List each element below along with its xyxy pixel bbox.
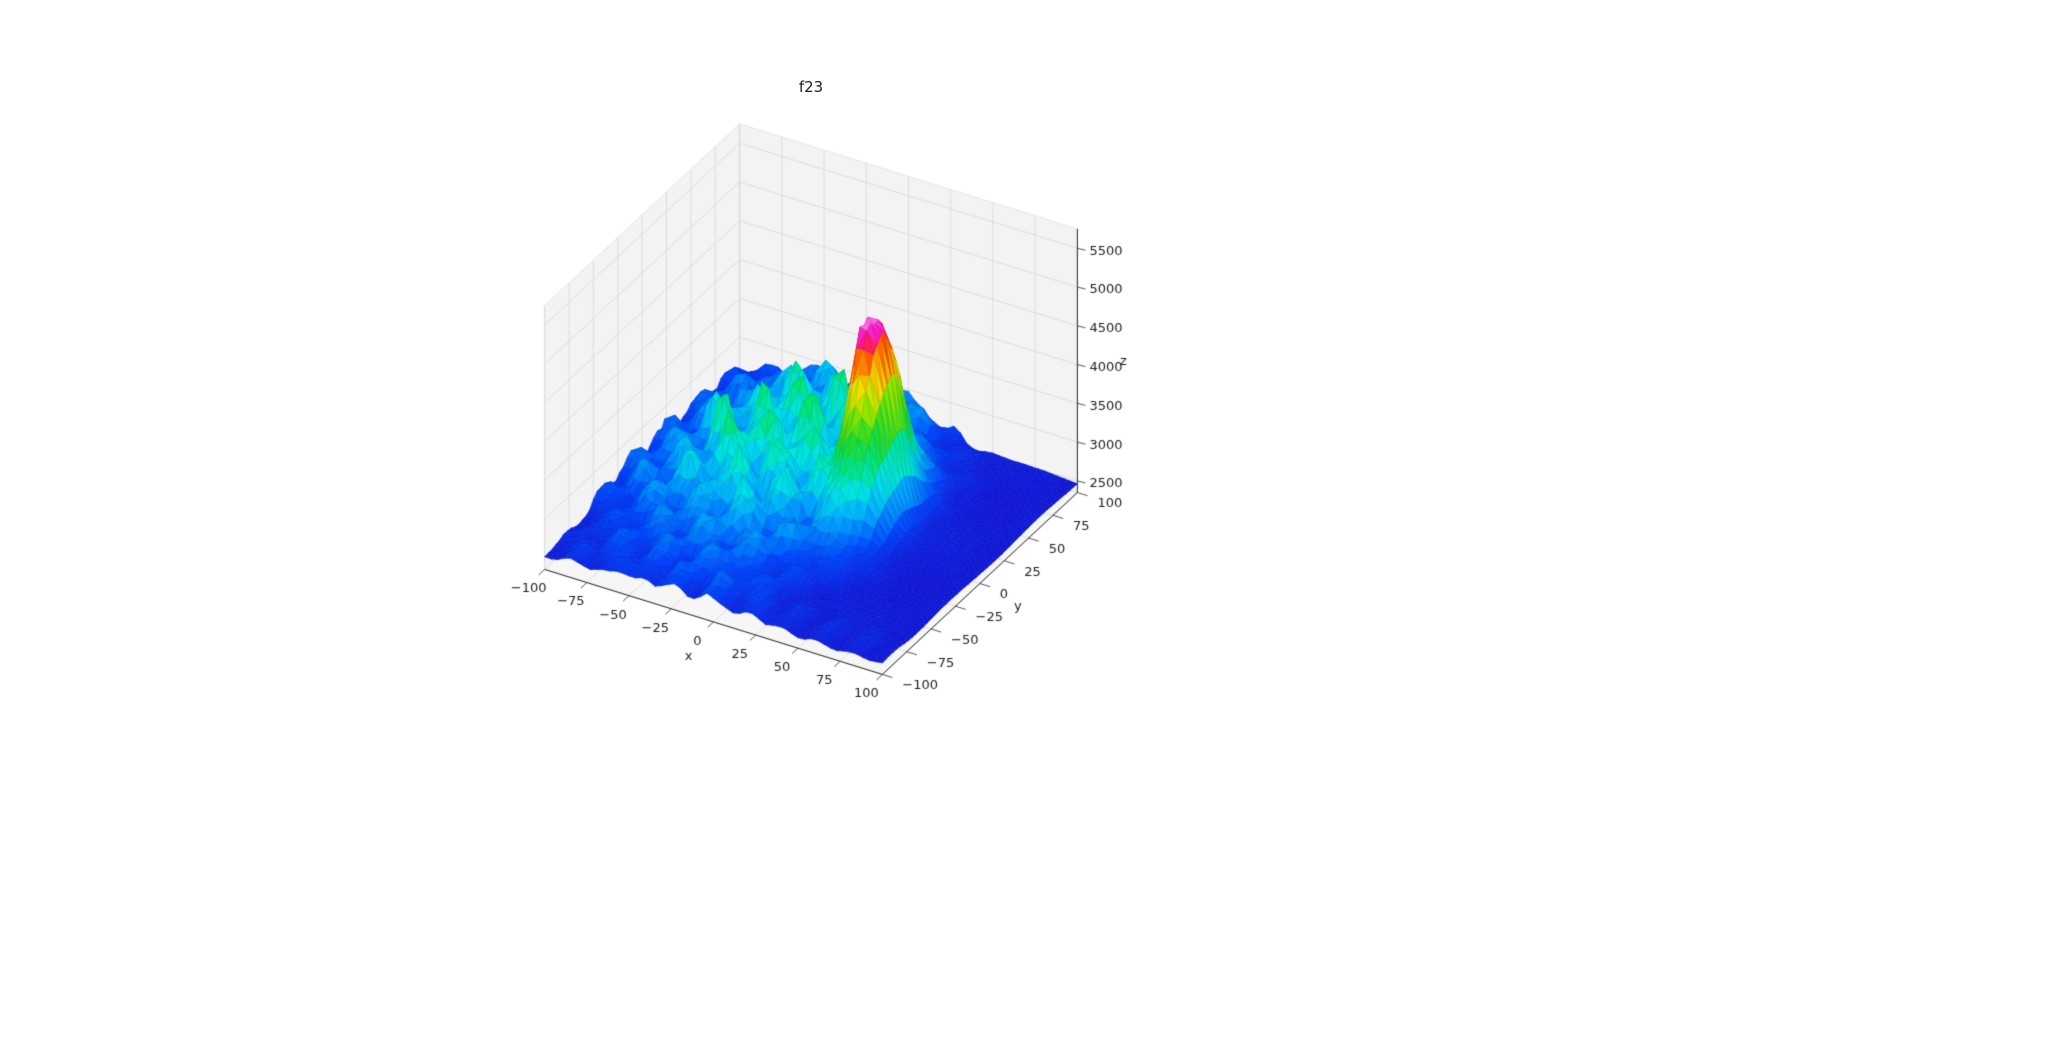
chart-title: f23: [798, 78, 824, 96]
